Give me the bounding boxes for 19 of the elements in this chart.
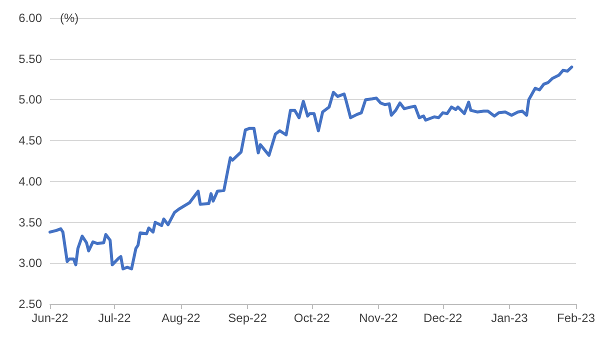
x-tick-label: Nov-22 <box>359 311 398 325</box>
x-tick-label: Jan-23 <box>491 311 528 325</box>
x-tick-label: Jul-22 <box>98 311 132 325</box>
y-tick-label: 4.50 <box>18 134 42 148</box>
x-tick-label: Aug-22 <box>162 311 201 325</box>
y-tick-label: 2.50 <box>18 297 42 311</box>
x-tick-label: Jun-22 <box>32 311 69 325</box>
x-tick-label: Dec-22 <box>424 311 463 325</box>
y-tick-label: 5.50 <box>18 52 42 66</box>
y-tick-label: 5.00 <box>18 92 42 107</box>
x-tick-label: Oct-22 <box>294 311 330 325</box>
x-tick-label: Sep-22 <box>228 311 268 325</box>
y-axis-title: (%) <box>60 11 79 25</box>
y-tick-label: 6.00 <box>18 11 42 25</box>
y-tick-label: 4.00 <box>18 174 42 188</box>
y-tick-label: 3.00 <box>18 256 42 270</box>
y-tick-label: 3.50 <box>18 215 42 230</box>
x-tick-label: Feb-23 <box>556 311 596 325</box>
line-series <box>48 66 574 270</box>
